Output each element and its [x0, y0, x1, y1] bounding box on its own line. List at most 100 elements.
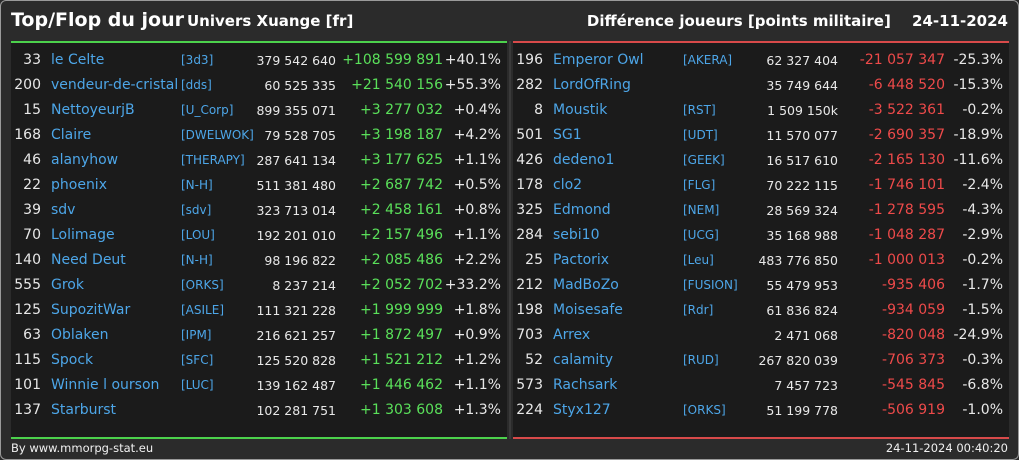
- header-date: 24-11-2024: [912, 12, 1008, 30]
- alliance-tag-link[interactable]: [RST]: [683, 103, 716, 117]
- alliance-tag-link[interactable]: [3d3]: [181, 53, 214, 67]
- alliance-tag-link[interactable]: [Rdr]: [683, 303, 714, 317]
- player-name-link[interactable]: Moisesafe: [553, 302, 623, 318]
- player-rank: 140: [14, 252, 41, 268]
- points-percent: +0.5%: [453, 177, 501, 193]
- points-percent: +40.1%: [444, 52, 501, 68]
- alliance-tag-link[interactable]: [FUSION]: [683, 278, 738, 292]
- alliance-tag-link[interactable]: [SFC]: [181, 353, 214, 367]
- alliance-tag-link[interactable]: [N-H]: [181, 253, 213, 267]
- player-points: 51 199 778: [766, 403, 838, 418]
- player-points: 79 528 705: [264, 128, 336, 143]
- footer-credit-link[interactable]: By www.mmorpg-stat.eu: [11, 441, 154, 455]
- player-name-link[interactable]: Need Deut: [51, 252, 126, 268]
- player-name-link[interactable]: calamity: [553, 352, 614, 368]
- player-points: 2 471 068: [774, 328, 838, 343]
- points-diff: -820 048: [882, 327, 945, 343]
- player-name-link[interactable]: LordOfRing: [553, 77, 631, 93]
- alliance-tag-link[interactable]: [U_Corp]: [181, 103, 234, 117]
- player-rank: 115: [14, 352, 41, 368]
- alliance-tag-link[interactable]: [N-H]: [181, 178, 213, 192]
- player-points: 323 713 014: [256, 203, 336, 218]
- flop-player-row: 426 dedeno1 [GEEK] 16 517 610 -2 165 130 -11.…: [513, 148, 1009, 173]
- player-rank: 224: [516, 402, 543, 418]
- alliance-tag-link[interactable]: [GEEK]: [683, 153, 725, 167]
- points-percent: -0.2%: [962, 252, 1003, 268]
- player-rank: 282: [516, 77, 543, 93]
- alliance-tag-link[interactable]: [AKERA]: [683, 53, 733, 67]
- player-points: 8 237 214: [272, 278, 336, 293]
- flop-player-row: 52 calamity [RUD] 267 820 039 -706 373 -0.3%: [513, 348, 1009, 373]
- alliance-tag-link[interactable]: [IPM]: [181, 328, 212, 342]
- player-rank: 501: [516, 127, 543, 143]
- player-points: 1 509 150k: [767, 103, 838, 118]
- flop-players-panel: 196 Emperor Owl [AKERA] 62 327 404 -21 057 3…: [513, 41, 1009, 439]
- player-name-link[interactable]: clo2: [553, 177, 583, 193]
- alliance-tag-link[interactable]: [RUD]: [683, 353, 719, 367]
- alliance-tag-link[interactable]: [UCG]: [683, 228, 719, 242]
- points-diff: -2 165 130: [868, 152, 945, 168]
- points-diff: -2 690 357: [868, 127, 945, 143]
- player-name-link[interactable]: sdv: [51, 202, 76, 218]
- header: Top/Flop du jour Univers Xuange [fr] Dif…: [11, 9, 1008, 37]
- alliance-tag-link[interactable]: [sdv]: [181, 203, 212, 217]
- points-percent: -2.4%: [962, 177, 1003, 193]
- alliance-tag-link[interactable]: [ASILE]: [181, 303, 224, 317]
- player-rank: 70: [23, 227, 41, 243]
- points-diff: +108 599 891: [342, 52, 443, 68]
- points-percent: +1.1%: [453, 152, 501, 168]
- alliance-tag-link[interactable]: [ORKS]: [683, 403, 726, 417]
- player-name-link[interactable]: Rachsark: [553, 377, 618, 393]
- player-name-link[interactable]: NettoyeurjB: [51, 102, 135, 118]
- points-diff: -1 278 595: [868, 202, 945, 218]
- player-name-link[interactable]: Claire: [51, 127, 92, 143]
- player-name-link[interactable]: Lolimage: [51, 227, 115, 243]
- alliance-tag-link[interactable]: [UDT]: [683, 128, 718, 142]
- player-name-link[interactable]: dedeno1: [553, 152, 615, 168]
- alliance-tag-link[interactable]: [THERAPY]: [181, 153, 245, 167]
- player-name-link[interactable]: SupozitWar: [51, 302, 131, 318]
- player-rank: 33: [23, 52, 41, 68]
- alliance-tag-link[interactable]: [NEM]: [683, 203, 720, 217]
- player-name-link[interactable]: sebi10: [553, 227, 600, 243]
- points-percent: +0.8%: [453, 202, 501, 218]
- player-name-link[interactable]: Emperor Owl: [553, 52, 644, 68]
- player-name-link[interactable]: SG1: [553, 127, 582, 143]
- player-name-link[interactable]: Styx127: [553, 402, 611, 418]
- alliance-tag-link[interactable]: [dds]: [181, 78, 212, 92]
- player-name-link[interactable]: le Celte: [51, 52, 105, 68]
- player-points: 70 222 115: [766, 178, 838, 193]
- player-name-link[interactable]: Arrex: [553, 327, 591, 343]
- player-name-link[interactable]: vendeur-de-cristal: [51, 77, 179, 93]
- footer-timestamp: 24-11-2024 00:40:20: [885, 441, 1008, 455]
- player-name-link[interactable]: Oblaken: [51, 327, 109, 343]
- player-rank: 137: [14, 402, 41, 418]
- alliance-tag-link[interactable]: [ORKS]: [181, 278, 224, 292]
- player-name-link[interactable]: Spock: [51, 352, 94, 368]
- alliance-tag-link[interactable]: [Leu]: [683, 253, 714, 267]
- player-name-link[interactable]: alanyhow: [51, 152, 119, 168]
- flop-player-row: 178 clo2 [FLG] 70 222 115 -1 746 101 -2.4%: [513, 173, 1009, 198]
- universe-subtitle: Univers Xuange [fr]: [187, 12, 354, 30]
- points-diff: -506 919: [882, 402, 945, 418]
- points-diff: +1 446 462: [360, 377, 443, 393]
- points-diff: +21 540 156: [351, 77, 443, 93]
- player-name-link[interactable]: Winnie l ourson: [51, 377, 160, 393]
- top-player-row: 63 Oblaken [IPM] 216 621 257 +1 872 497 +0.9%: [11, 323, 507, 348]
- player-name-link[interactable]: Starburst: [51, 402, 117, 418]
- flop-player-row: 282 LordOfRing 35 749 644 -6 448 520 -15.3%: [513, 73, 1009, 98]
- player-name-link[interactable]: Pactorix: [553, 252, 610, 268]
- points-percent: +33.2%: [444, 277, 501, 293]
- player-name-link[interactable]: Moustik: [553, 102, 608, 118]
- points-diff: -934 059: [882, 302, 945, 318]
- player-name-link[interactable]: Grok: [51, 277, 84, 293]
- player-name-link[interactable]: phoenix: [51, 177, 107, 193]
- alliance-tag-link[interactable]: [LOU]: [181, 228, 215, 242]
- player-name-link[interactable]: MadBoZo: [553, 277, 619, 293]
- alliance-tag-link[interactable]: [LUC]: [181, 378, 214, 392]
- points-percent: -0.3%: [962, 352, 1003, 368]
- player-rank: 22: [23, 177, 41, 193]
- alliance-tag-link[interactable]: [DWELWOK]: [181, 128, 254, 142]
- alliance-tag-link[interactable]: [FLG]: [683, 178, 716, 192]
- player-name-link[interactable]: Edmond: [553, 202, 611, 218]
